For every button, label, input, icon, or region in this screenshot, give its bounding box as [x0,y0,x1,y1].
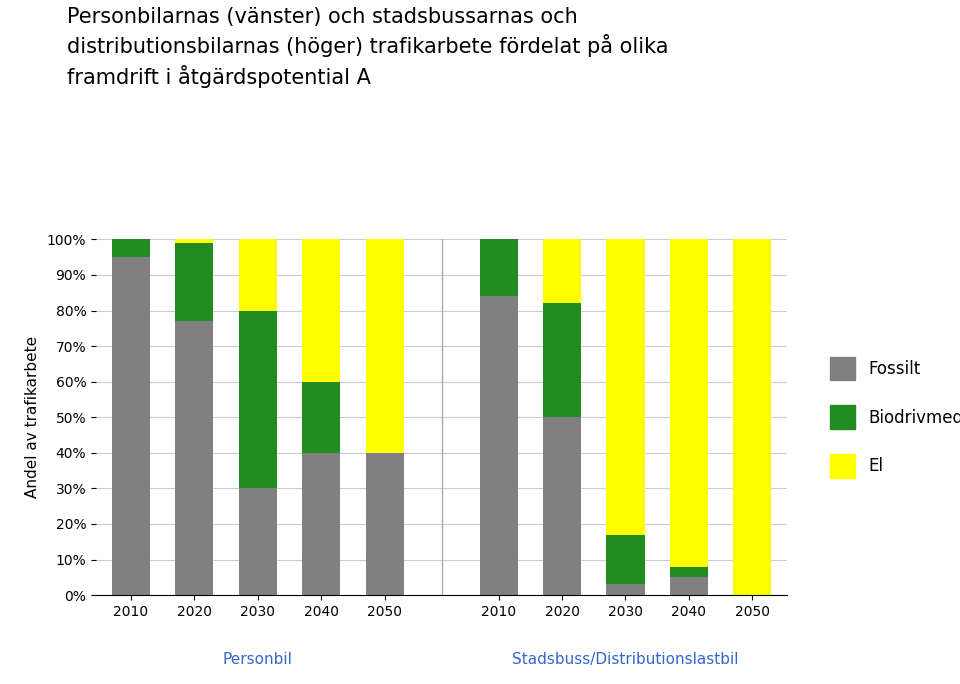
Bar [607,584,644,595]
Bar [176,243,213,321]
Bar [112,257,150,595]
Bar [543,239,581,304]
Bar [239,239,276,311]
Text: Personbilarnas (vänster) och stadsbussarnas och
distributionsbilarnas (höger) tr: Personbilarnas (vänster) och stadsbussar… [67,7,669,88]
Bar [670,577,708,595]
Bar [239,311,276,488]
Bar [366,453,403,595]
Bar [607,535,644,584]
Bar [607,239,644,535]
Bar [176,321,213,595]
Bar [543,304,581,417]
Bar [480,239,517,296]
Bar [302,453,340,595]
Bar [366,239,403,453]
Bar [112,239,150,257]
Bar [239,488,276,595]
Bar [733,239,771,595]
Legend: Fossilt, Biodrivmedel, El: Fossilt, Biodrivmedel, El [823,350,960,484]
Bar [670,239,708,566]
Bar [302,239,340,382]
Bar [670,566,708,577]
Bar [543,417,581,595]
Bar [480,296,517,595]
Y-axis label: Andel av trafikarbete: Andel av trafikarbete [25,336,39,499]
Bar [302,382,340,453]
Bar [176,239,213,243]
Text: Stadsbuss/Distributionslastbil: Stadsbuss/Distributionslastbil [513,652,739,667]
Text: Personbil: Personbil [223,652,293,667]
